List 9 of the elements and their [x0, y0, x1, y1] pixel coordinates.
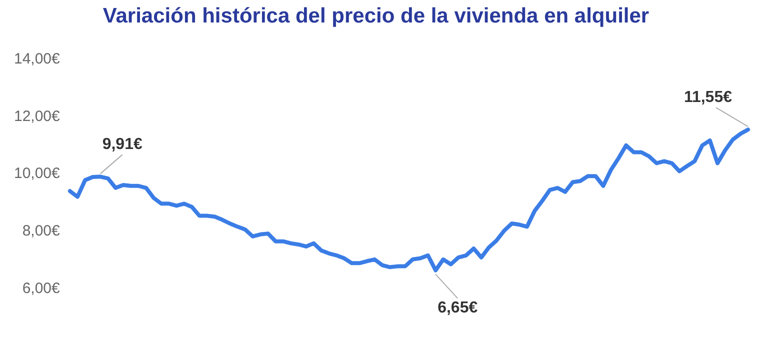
y-tick-label: 12,00€: [14, 108, 61, 125]
y-tick-label: 8,00€: [22, 222, 61, 240]
data-label: 6,65€: [438, 300, 478, 317]
y-tick-label: 14,00€: [14, 50, 61, 68]
y-tick-label: 6,00€: [22, 280, 61, 298]
data-label: 9,91€: [102, 136, 142, 154]
y-tick-label: 10,00€: [14, 165, 61, 182]
chart-title: Variación histórica del precio de la vivienda en alquiler: [102, 4, 650, 28]
data-label: 11,55€: [684, 88, 732, 106]
